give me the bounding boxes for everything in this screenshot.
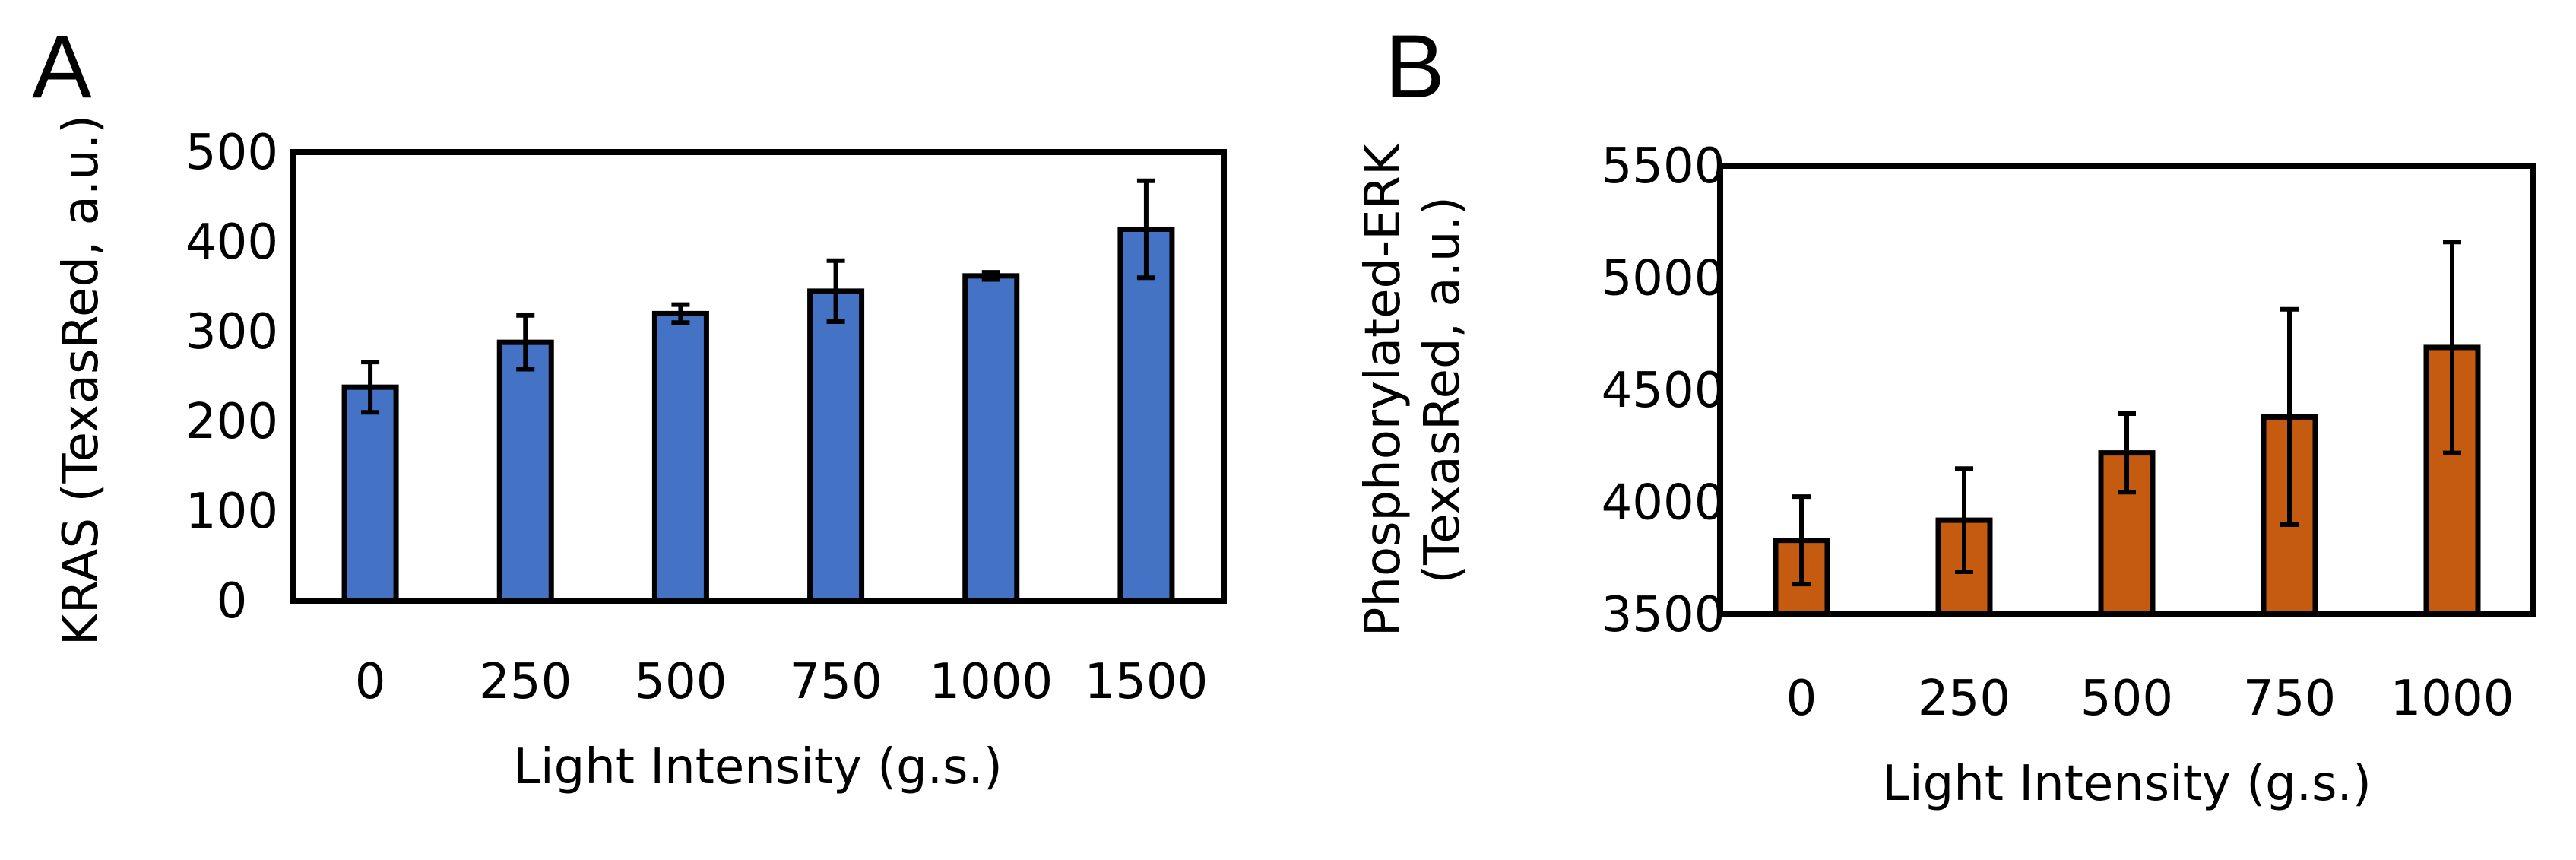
error-bars-b — [1792, 240, 2461, 587]
y-tick-label: 400 — [185, 214, 278, 271]
y-tick-label: 300 — [185, 304, 278, 360]
x-tick-labels-b: 0 250 500 750 1000 — [1786, 671, 2514, 727]
x-tick-label: 1500 — [1084, 654, 1208, 710]
y-axis-title-a: KRAS (TexasRed, a.u.) — [53, 115, 109, 646]
panel-label-a: A — [32, 17, 92, 117]
y-tick-label: 100 — [185, 484, 278, 540]
error-bar-b-500 — [2118, 411, 2136, 495]
error-bar-a-1000 — [981, 270, 1000, 282]
y-tick-label: 5500 — [1602, 138, 1725, 195]
x-axis-title-b: Light Intensity (g.s.) — [1882, 756, 2372, 812]
error-bar-b-750 — [2280, 306, 2299, 527]
bar-a-250 — [496, 339, 554, 604]
error-bar-b-0 — [1792, 494, 1811, 587]
y-tick-label: 5000 — [1602, 251, 1725, 307]
x-tick-label: 0 — [1786, 671, 1817, 727]
x-tick-label: 500 — [634, 654, 727, 710]
bar-a-0 — [341, 384, 399, 604]
x-tick-label: 250 — [1918, 671, 2010, 727]
plot-frame-b — [1717, 163, 2536, 617]
x-axis-title-a: Light Intensity (g.s.) — [513, 739, 1003, 795]
y-axis-title-line: (TexasRed, a.u.) — [1415, 196, 1471, 584]
panel-label-b: B — [1385, 17, 1445, 117]
y-tick-label: 500 — [185, 125, 278, 181]
y-tick-label: 3500 — [1602, 587, 1725, 643]
y-tick-label: 0 — [217, 573, 248, 630]
x-tick-label: 750 — [2243, 671, 2336, 727]
bars-a — [341, 226, 1175, 604]
error-bar-a-1500 — [1136, 178, 1155, 281]
bar-a-1000 — [962, 273, 1020, 604]
y-tick-label: 200 — [185, 394, 278, 450]
error-bar-a-0 — [361, 360, 380, 415]
error-bar-a-500 — [671, 302, 690, 325]
bar-a-500 — [651, 310, 709, 604]
x-tick-label: 1000 — [929, 654, 1053, 710]
y-tick-label: 4000 — [1602, 475, 1725, 532]
y-axis-title-line: KRAS (TexasRed, a.u.) — [53, 115, 109, 646]
x-tick-label: 750 — [790, 654, 882, 710]
error-bar-b-1000 — [2443, 240, 2461, 455]
error-bars-a — [361, 178, 1155, 415]
error-bar-a-750 — [826, 258, 845, 325]
y-axis-title-line: Phosphorylated-ERK — [1355, 142, 1412, 636]
plot-frame-a — [290, 149, 1227, 604]
bar-a-750 — [807, 288, 865, 604]
x-tick-label: 250 — [479, 654, 572, 710]
x-tick-label: 0 — [355, 654, 386, 710]
chart-panel-a: A 0 100 200 300 400 500 0 250 500 750 1000 1500 Li… — [32, 17, 1227, 795]
y-axis-title-b: Phosphorylated-ERK(TexasRed, a.u.) — [1355, 142, 1471, 636]
x-tick-label: 1000 — [2391, 671, 2514, 727]
error-bar-b-250 — [1955, 466, 1973, 574]
y-tick-labels-b: 3500 4000 4500 5000 5500 — [1602, 138, 1725, 643]
x-tick-labels-a: 0 250 500 750 1000 1500 — [355, 654, 1209, 710]
y-tick-label: 4500 — [1602, 363, 1725, 419]
y-tick-labels-a: 0 100 200 300 400 500 — [185, 125, 278, 630]
chart-panel-b: B 3500 4000 4500 5000 5500 0 250 500 750 1000 Li… — [1355, 17, 2536, 812]
error-bar-a-250 — [516, 313, 535, 372]
x-tick-label: 500 — [2080, 671, 2173, 727]
bar-a-1500 — [1117, 226, 1175, 604]
